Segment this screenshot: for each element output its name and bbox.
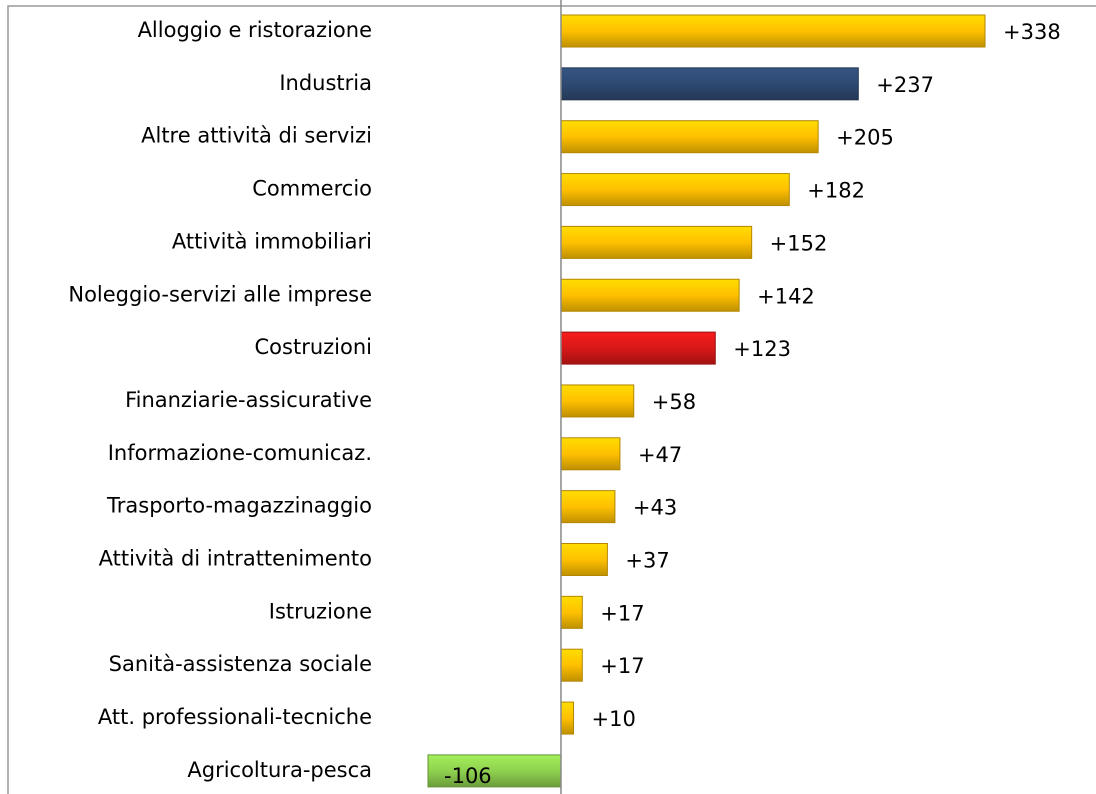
value-label: -106: [444, 764, 492, 788]
value-label: +47: [638, 443, 682, 467]
bar: [560, 437, 621, 471]
category-label: Istruzione: [269, 599, 372, 623]
value-label: +123: [733, 337, 791, 361]
bar: [427, 754, 562, 788]
bar: [560, 701, 575, 735]
category-label: Finanziarie-assicurative: [125, 388, 372, 412]
bar: [560, 120, 819, 154]
value-label: +142: [757, 284, 815, 308]
category-label: Commercio: [252, 177, 372, 201]
category-label: Alloggio e ristorazione: [138, 18, 372, 42]
chart-frame: [7, 5, 1096, 794]
value-label: +17: [600, 601, 644, 625]
bar: [560, 278, 740, 312]
category-label: Noleggio-servizi alle imprese: [68, 282, 372, 306]
value-label: +10: [592, 707, 636, 731]
category-label: Industria: [279, 71, 372, 95]
value-label: +43: [633, 496, 677, 520]
category-label: Costruzioni: [255, 335, 372, 359]
value-label: +58: [652, 390, 696, 414]
bar: [560, 331, 716, 365]
value-label: +205: [836, 126, 894, 150]
category-label: Agricoltura-pesca: [187, 758, 372, 782]
category-label: Sanità-assistenza sociale: [109, 652, 372, 676]
bar: [560, 384, 635, 418]
value-label: +37: [625, 549, 669, 573]
bar: [560, 14, 986, 48]
value-label: +152: [770, 231, 828, 255]
category-label: Attività immobiliari: [172, 229, 372, 253]
category-label: Informazione-comunicaz.: [108, 441, 372, 465]
bar: [560, 595, 583, 629]
category-label: Attività di intrattenimento: [99, 547, 372, 571]
bar: [560, 648, 583, 682]
category-label: Att. professionali-tecniche: [98, 705, 372, 729]
bar: [560, 543, 608, 576]
category-label: Trasporto-magazzinaggio: [106, 494, 372, 518]
value-label: +237: [876, 73, 934, 97]
value-label: +17: [600, 654, 644, 678]
bar: [560, 173, 790, 207]
bar: [560, 67, 859, 101]
bar: [560, 225, 753, 259]
category-label: Altre attività di servizi: [141, 124, 372, 148]
value-label: +182: [807, 179, 865, 203]
bar: [560, 490, 616, 524]
value-label: +338: [1003, 20, 1061, 44]
